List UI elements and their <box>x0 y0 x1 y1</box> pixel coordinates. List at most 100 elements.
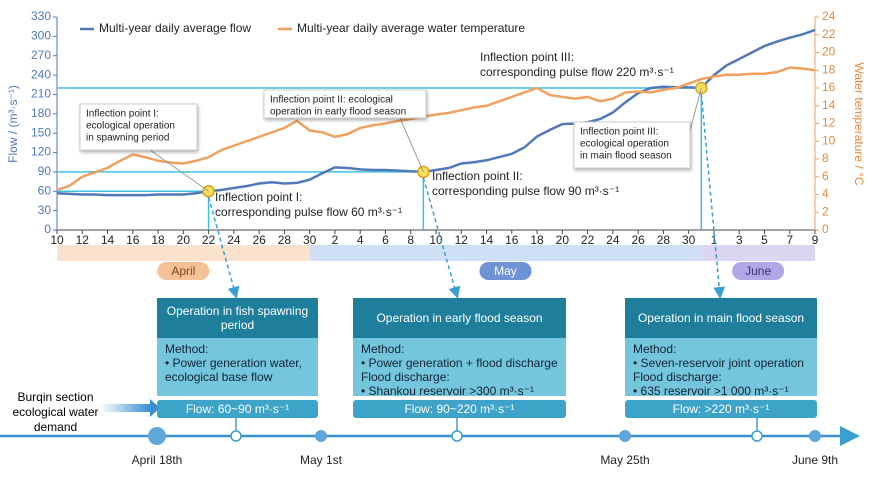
x-tick-label: 28 <box>278 233 292 247</box>
x-tick-label: 7 <box>786 233 793 247</box>
month-label: April <box>171 264 195 278</box>
x-tick-label: 8 <box>407 233 414 247</box>
x-tick-label: 14 <box>101 233 115 247</box>
stage-title: Operation in early flood season <box>353 298 566 338</box>
y-tick-label: 300 <box>31 29 51 43</box>
month-band <box>309 245 702 261</box>
stage-body-line: • Power generation + flood discharge <box>361 356 558 370</box>
stage-body: Method: • Seven-reservoir joint operation… <box>625 338 817 398</box>
timeline-date: May 25th <box>600 453 649 467</box>
timeline-node <box>148 427 166 445</box>
stage-body-line: Flood discharge: <box>633 370 722 384</box>
callout-text: in main flood season <box>580 151 672 162</box>
x-tick-label: 22 <box>202 233 216 247</box>
stage-box: Operation in fish spawning period Method:… <box>157 298 318 418</box>
x-tick-label: 16 <box>126 233 140 247</box>
annotation-text: corresponding pulse flow 60 m³·s⁻¹ <box>215 205 402 219</box>
x-tick-label: 3 <box>736 233 743 247</box>
timeline-node <box>315 430 327 442</box>
stage-box: Operation in main flood season Method: • S… <box>625 298 817 418</box>
timeline-node-hollow <box>230 430 242 442</box>
y2-tick-label: 4 <box>822 187 829 201</box>
x-tick-label: 10 <box>50 233 64 247</box>
x-tick-label: 16 <box>505 233 519 247</box>
timeline-node <box>619 430 631 442</box>
y-tick-label: 330 <box>31 9 51 23</box>
y2-tick-label: 12 <box>822 116 836 130</box>
callout-pointer <box>149 149 209 192</box>
timeline-node-hollow <box>751 430 763 442</box>
callout-text: Inflection point III: <box>580 127 658 138</box>
stage-flow: Flow: 90~220 m³·s⁻¹ <box>353 400 566 418</box>
x-tick-label: 20 <box>177 233 191 247</box>
callout-text: ecological operation <box>580 139 669 150</box>
stage-body-line: • Seven-reservoir joint operation <box>633 356 804 370</box>
timeline-node-hollow <box>451 430 463 442</box>
y2-tick-label: 16 <box>822 80 836 94</box>
y-tick-label: 150 <box>31 125 51 139</box>
stage-body-line: Method: <box>165 342 209 356</box>
stage-flow: Flow: >220 m³·s⁻¹ <box>625 400 817 418</box>
x-tick-label: 24 <box>227 233 241 247</box>
x-tick-label: 30 <box>303 233 317 247</box>
stage-body-line: • 635 reservoir >1 000 m³·s⁻¹ <box>633 384 789 398</box>
stage-body: Method: • Power generation water, ecologi… <box>157 338 318 396</box>
y2-tick-label: 0 <box>822 222 829 236</box>
y2-tick-label: 2 <box>822 204 829 218</box>
stage-title: Operation in fish spawning period <box>157 298 318 338</box>
x-tick-label: 22 <box>581 233 595 247</box>
x-tick-label: 30 <box>682 233 696 247</box>
callout-text: Inflection point I: <box>86 109 159 120</box>
timeline-date: June 9th <box>792 453 838 467</box>
callout-text: operation in early flood season <box>270 107 406 118</box>
legend-label: Multi-year daily average water temperatu… <box>297 21 525 35</box>
callout-pointer <box>399 117 424 173</box>
x-tick-label: 14 <box>480 233 494 247</box>
annotation-text: Inflection point I: <box>215 190 302 204</box>
annotation-text: Inflection point III: <box>480 50 574 64</box>
legend-label: Multi-year daily average flow <box>99 21 251 35</box>
x-tick-label: 9 <box>812 233 819 247</box>
y-tick-label: 120 <box>31 145 51 159</box>
x-tick-label: 24 <box>606 233 620 247</box>
timeline-date: May 1st <box>300 453 343 467</box>
stage-body-line: Method: <box>361 342 405 356</box>
stage-body-line: • Power generation water, ecological bas… <box>165 356 302 384</box>
y2-tick-label: 18 <box>822 62 836 76</box>
x-tick-label: 5 <box>761 233 768 247</box>
month-band <box>701 245 815 261</box>
y2-tick-label: 24 <box>822 9 836 23</box>
series-line <box>56 66 816 192</box>
annotation-text: corresponding pulse flow 220 m³·s⁻¹ <box>480 65 674 79</box>
x-tick-label: 6 <box>382 233 389 247</box>
y-tick-label: 180 <box>31 106 51 120</box>
y2-tick-label: 8 <box>822 151 829 165</box>
stage-flow: Flow: 60~90 m³·s⁻¹ <box>157 400 318 418</box>
callout-text: ecological operation <box>86 121 175 132</box>
month-label: May <box>494 264 517 278</box>
y2-tick-label: 10 <box>822 133 836 147</box>
x-tick-label: 4 <box>357 233 364 247</box>
x-tick-label: 20 <box>556 233 570 247</box>
y-tick-label: 60 <box>38 183 52 197</box>
y2-tick-label: 14 <box>822 98 836 112</box>
x-tick-label: 10 <box>429 233 443 247</box>
y-tick-label: 0 <box>44 222 51 236</box>
dashed-arrow <box>207 197 240 299</box>
callout-box <box>79 103 198 151</box>
x-tick-label: 1 <box>711 233 718 247</box>
y-tick-label: 30 <box>38 203 52 217</box>
month-label: June <box>745 264 771 278</box>
callout-text: Inflection point II: ecological <box>270 95 393 106</box>
month-pill <box>479 262 532 280</box>
timeline-date: April 18th <box>132 453 183 467</box>
timeline-arrow-head <box>150 399 160 417</box>
stage-body-line: Flood discharge: <box>361 370 450 384</box>
series-line <box>56 28 816 197</box>
timeline-label: Burqin section ecological water demand <box>12 390 99 434</box>
y2-tick-label: 22 <box>822 27 836 41</box>
timeline-node <box>809 430 821 442</box>
annotation-text: Inflection point II: <box>432 169 523 183</box>
stage-box: Operation in early flood season Method: • … <box>353 298 566 418</box>
